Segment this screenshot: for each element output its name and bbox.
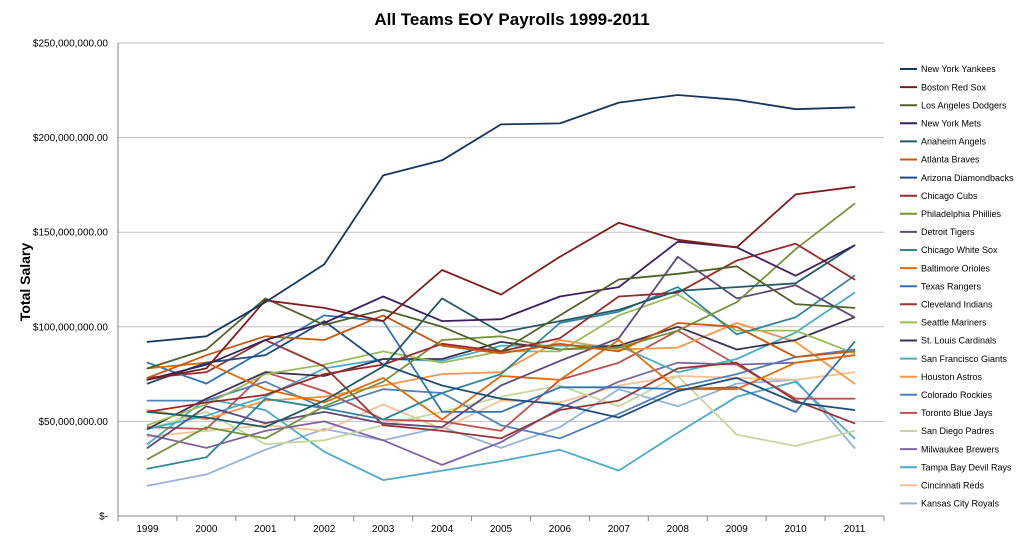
series-line-philadelphia-phillies	[146, 202, 856, 461]
x-tick-label: 1999	[136, 524, 159, 535]
legend-label-cleveland-indians: Cleveland Indians	[921, 300, 993, 310]
legend-label-philadelphia-phillies: Philadelphia Phillies	[921, 209, 1002, 219]
legend-label-new-york-mets: New York Mets	[921, 119, 982, 129]
legend-label-seattle-mariners: Seattle Mariners	[921, 318, 987, 328]
series-line-st-louis-cardinals	[146, 316, 856, 430]
series-line-detroit-tigers	[146, 255, 856, 449]
series-line-new-york-yankees	[146, 94, 856, 343]
series-lines	[146, 94, 856, 487]
series-line-baltimore-orioles	[146, 339, 856, 421]
x-tick-label: 2001	[254, 524, 277, 535]
series-line-san-francisco-giants	[146, 291, 856, 430]
x-tick-label: 2007	[608, 524, 631, 535]
legend-label-colorado-rockies: Colorado Rockies	[921, 390, 993, 400]
legend-label-chicago-cubs: Chicago Cubs	[921, 191, 978, 201]
series-line-anaheim-angels	[146, 244, 856, 429]
legend-label-atlanta-braves: Atlanta Braves	[921, 155, 980, 165]
legend-label-los-angeles-dodgers: Los Angeles Dodgers	[921, 100, 1007, 110]
legend-label-baltimore-orioles: Baltimore Orioles	[921, 263, 991, 273]
legend-label-st-louis-cardinals: St. Louis Cardinals	[921, 336, 997, 346]
y-tick-label: $250,000,000.00	[33, 39, 109, 50]
series-line-los-angeles-dodgers	[146, 265, 856, 370]
series-line-chicago-white-sox	[146, 274, 856, 470]
x-tick-label: 2008	[667, 524, 690, 535]
x-tick-label: 2003	[372, 524, 395, 535]
y-tick-label: $150,000,000.00	[33, 228, 109, 239]
y-tick-label: $50,000,000.00	[38, 417, 108, 428]
series-line-kansas-city-royals	[146, 378, 856, 487]
legend-label-san-diego-padres: San Diego Padres	[921, 426, 995, 436]
y-tick-label: $-	[99, 512, 108, 523]
legend-label-anaheim-angels: Anaheim Angels	[921, 137, 987, 147]
legend-label-new-york-yankees: New York Yankees	[921, 64, 996, 74]
legend-label-chicago-white-sox: Chicago White Sox	[921, 245, 998, 255]
series-line-san-diego-padres	[146, 375, 856, 447]
legend-label-arizona-diamondbacks: Arizona Diamondbacks	[921, 173, 1014, 183]
series-line-houston-astros	[146, 322, 856, 421]
legend-label-houston-astros: Houston Astros	[921, 372, 983, 382]
gridlines	[118, 42, 884, 422]
y-tick-label: $200,000,000.00	[33, 133, 109, 144]
x-tick-label: 2005	[490, 524, 513, 535]
x-tick-label: 2010	[784, 524, 807, 535]
x-tick-label: 2004	[431, 524, 454, 535]
y-tick-label: $100,000,000.00	[33, 322, 109, 333]
x-tick-label: 2011	[844, 524, 866, 535]
x-tick-label: 2009	[726, 524, 749, 535]
legend-label-detroit-tigers: Detroit Tigers	[921, 227, 975, 237]
x-tick-label: 2000	[195, 524, 218, 535]
legend-label-boston-red-sox: Boston Red Sox	[921, 82, 987, 92]
x-tick-label: 2006	[549, 524, 572, 535]
legend: New York Yankees Boston Red Sox Los Angele…	[900, 64, 1014, 509]
series-line-boston-red-sox	[146, 185, 856, 381]
legend-label-tampa-bay-devil-rays: Tampa Bay Devil Rays	[921, 462, 1012, 472]
x-tick-label: 2002	[313, 524, 336, 535]
legend-label-texas-rangers: Texas Rangers	[921, 281, 982, 291]
series-line-colorado-rockies	[146, 348, 856, 440]
legend-label-kansas-city-royals: Kansas City Royals	[921, 499, 1000, 509]
legend-label-cincinnati-reds: Cincinnati Reds	[921, 481, 985, 491]
legend-label-milwaukee-brewers: Milwaukee Brewers	[921, 444, 1000, 454]
series-line-arizona-diamondbacks	[146, 320, 856, 419]
series-line-tampa-bay-devil-rays	[146, 380, 856, 482]
chart-title: All Teams EOY Payrolls 1999-2011	[374, 10, 649, 29]
series-line-texas-rangers	[146, 314, 856, 413]
axes: $- $50,000,000.00 $100,000,000.00 $150,000,…	[33, 39, 885, 535]
legend-label-san-francisco-giants: San Francisco Giants	[921, 354, 1008, 364]
legend-label-toronto-blue-jays: Toronto Blue Jays	[921, 408, 993, 418]
series-line-atlanta-braves	[146, 314, 856, 379]
y-axis-label: Total Salary	[17, 243, 33, 322]
